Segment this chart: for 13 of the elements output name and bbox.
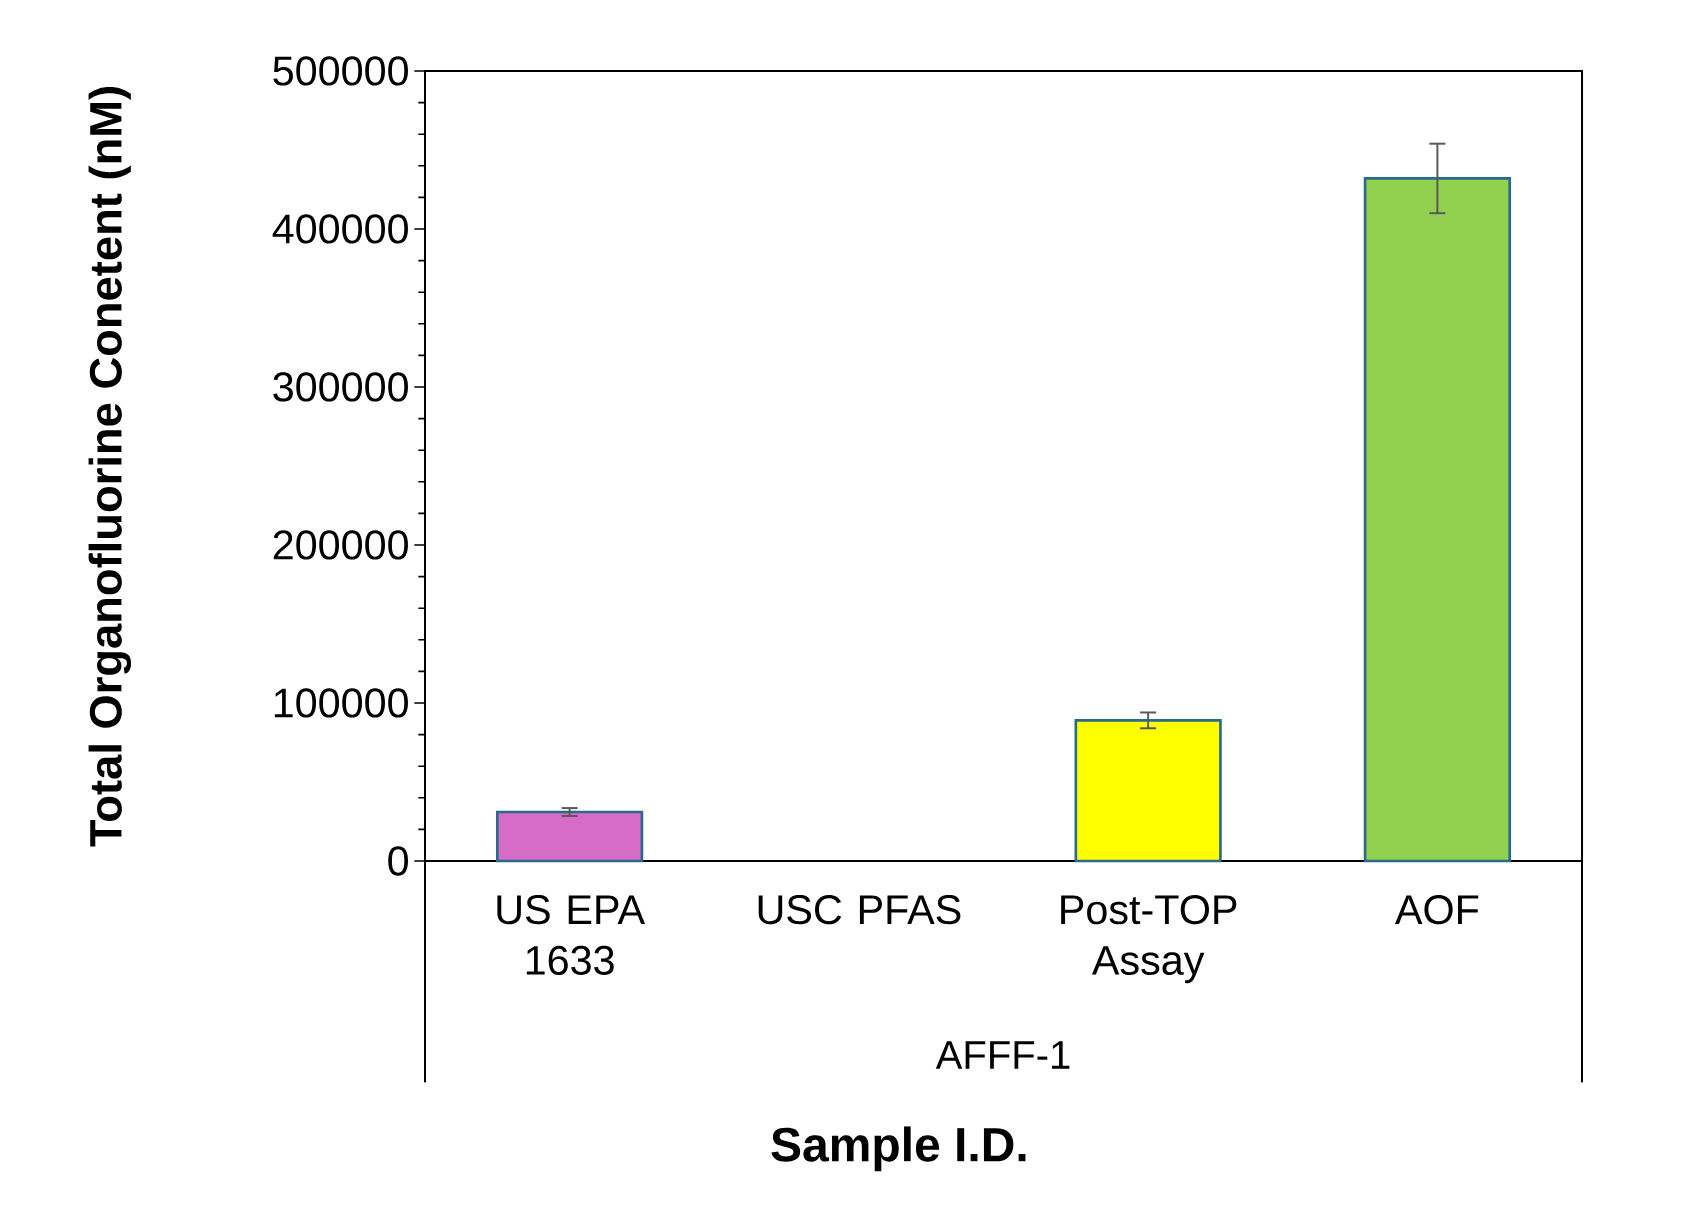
y-tick-label: 0 xyxy=(388,846,409,876)
y-tick-label: 300000 xyxy=(273,372,408,402)
x-tick-label: AOF xyxy=(1394,895,1479,925)
y-tick-label: 500000 xyxy=(273,56,408,86)
x-tick-label: Post-TOP Assay xyxy=(1061,895,1237,984)
y-axis-title: Total Organofluorine Conetent (nM) xyxy=(88,87,132,847)
text: AFFF-1 xyxy=(935,1041,1070,1069)
x-tick-label: US EPA 1633 xyxy=(497,895,646,975)
y-tick-label: 400000 xyxy=(272,214,408,244)
x-axis-title: Sample I.D. xyxy=(771,1126,1026,1172)
y-tick-label: 200000 xyxy=(273,530,408,560)
y-tick-label: 100000 xyxy=(274,688,408,718)
x-tick-label: USC PFAS xyxy=(758,895,961,925)
